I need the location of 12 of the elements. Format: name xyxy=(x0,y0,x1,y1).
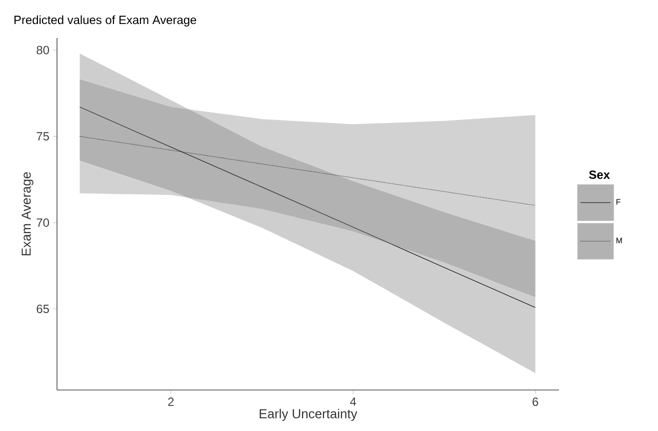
legend-title: Sex xyxy=(589,170,610,179)
y-tick-label: 65 xyxy=(36,304,49,314)
x-tick-label: 4 xyxy=(350,398,356,406)
y-tick-label: 80 xyxy=(36,46,50,54)
x-tick-label: 6 xyxy=(532,398,538,406)
y-axis-title: Exam Average xyxy=(22,172,34,256)
y-tick-label: 70 xyxy=(36,218,50,227)
x-tick-label: 2 xyxy=(168,398,174,406)
x-axis-title: Early Uncertainty xyxy=(260,408,358,421)
chart-title: Predicted values of Exam Average xyxy=(14,15,196,26)
line-series xyxy=(79,106,536,308)
y-tick-label: 75 xyxy=(36,132,49,141)
